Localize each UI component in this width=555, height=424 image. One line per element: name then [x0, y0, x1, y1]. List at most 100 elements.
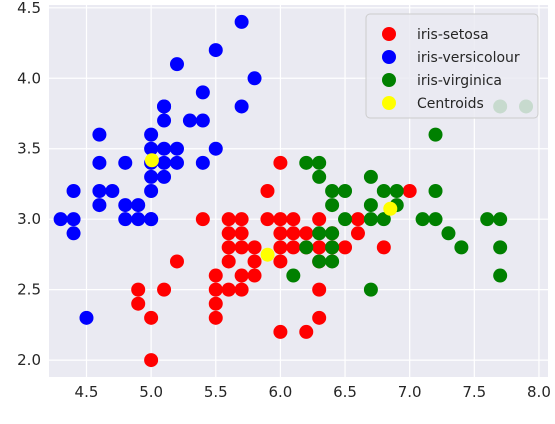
data-point: [157, 155, 172, 170]
y-tick-label: 4.0: [17, 69, 41, 87]
data-point: [247, 254, 262, 269]
data-point: [312, 212, 327, 227]
data-point: [273, 240, 288, 255]
data-point: [389, 184, 404, 198]
tick-labels-layer: 4.5 5.0 5.5 6.0 6.5 7.0 7.5 8.0 2.0 2.5 3.0 3.5 4.0 4…: [17, 0, 551, 401]
data-point: [247, 240, 262, 255]
data-point: [131, 212, 146, 227]
data-point: [428, 212, 443, 227]
data-point: [376, 184, 391, 198]
data-point: [325, 240, 340, 255]
data-point: [234, 14, 249, 29]
data-point: [247, 71, 262, 86]
data-point: [376, 212, 391, 227]
data-point: [286, 268, 301, 283]
data-point: [66, 184, 81, 198]
data-point: [79, 310, 94, 325]
y-tick-label: 3.0: [17, 210, 41, 228]
data-point: [157, 113, 172, 128]
x-tick-label: 6.5: [333, 383, 357, 401]
data-point: [493, 268, 508, 283]
legend-marker: [382, 73, 396, 87]
data-point: [260, 247, 275, 262]
data-point: [208, 310, 223, 325]
legend-label: iris-setosa: [417, 27, 489, 43]
data-point: [312, 310, 327, 325]
data-point: [312, 254, 327, 269]
data-point: [195, 113, 210, 128]
y-tick-label: 2.0: [17, 351, 41, 369]
data-point: [312, 226, 327, 241]
data-point: [260, 212, 275, 227]
x-tick-label: 6.0: [268, 383, 292, 401]
data-point: [208, 282, 223, 297]
data-point: [350, 226, 365, 241]
data-point: [338, 184, 353, 198]
data-point: [66, 226, 81, 241]
series-2: [286, 99, 534, 297]
data-point: [144, 212, 159, 227]
legend-marker: [382, 96, 396, 110]
data-point: [234, 226, 249, 241]
data-point: [144, 353, 159, 368]
data-point: [182, 113, 197, 128]
data-point: [195, 85, 210, 100]
data-point: [428, 184, 443, 198]
data-point: [144, 127, 159, 142]
data-point: [273, 212, 288, 227]
data-point: [234, 268, 249, 283]
data-point: [273, 254, 288, 269]
data-point: [299, 240, 314, 255]
legend-marker: [382, 50, 396, 64]
data-point: [273, 155, 288, 170]
data-point: [402, 184, 417, 198]
data-point: [480, 212, 495, 227]
data-point: [312, 155, 327, 170]
data-point: [493, 240, 508, 255]
data-point: [118, 198, 133, 213]
data-point: [325, 198, 340, 213]
data-point: [131, 198, 146, 213]
data-point: [144, 184, 159, 198]
data-point: [415, 212, 430, 227]
data-point: [260, 184, 275, 198]
data-point: [383, 201, 398, 216]
data-point: [157, 141, 172, 156]
data-point: [195, 212, 210, 227]
data-point: [428, 127, 443, 142]
data-point: [376, 240, 391, 255]
data-point: [131, 282, 146, 297]
data-point: [118, 212, 133, 227]
data-point: [312, 282, 327, 297]
data-point: [169, 57, 184, 72]
data-point: [195, 155, 210, 170]
data-point: [53, 212, 68, 227]
legend-marker: [382, 27, 396, 41]
data-point: [221, 226, 236, 241]
data-point: [286, 212, 301, 227]
y-tick-label: 4.5: [17, 0, 41, 17]
data-point: [363, 212, 378, 227]
data-point: [208, 43, 223, 58]
data-point: [338, 212, 353, 227]
data-point: [234, 240, 249, 255]
points-layer: [53, 14, 534, 368]
data-point: [247, 268, 262, 283]
data-point: [312, 169, 327, 184]
data-point: [221, 254, 236, 269]
legend-label: Centroids: [417, 96, 484, 112]
data-point: [350, 212, 365, 227]
data-point: [118, 155, 133, 170]
data-point: [312, 240, 327, 255]
data-point: [325, 184, 340, 198]
data-point: [131, 296, 146, 311]
x-tick-label: 4.5: [75, 383, 99, 401]
data-point: [234, 282, 249, 297]
data-point: [208, 141, 223, 156]
data-point: [286, 226, 301, 241]
data-point: [441, 226, 456, 241]
data-point: [169, 155, 184, 170]
legend-items: iris-setosa iris-versicolour iris-virginic…: [382, 27, 520, 112]
